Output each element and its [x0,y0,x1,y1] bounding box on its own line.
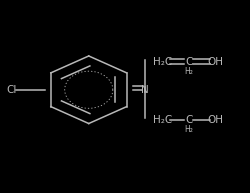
Text: C: C [185,115,192,125]
Text: H₂C: H₂C [153,57,172,67]
Text: OH: OH [207,57,223,67]
Text: Cl: Cl [6,85,16,95]
Text: H₂C: H₂C [153,115,172,125]
Text: H₂: H₂ [184,125,193,134]
Text: H₂: H₂ [184,67,193,76]
Text: OH: OH [207,115,223,125]
Text: N: N [140,85,148,95]
Text: C: C [185,57,192,67]
